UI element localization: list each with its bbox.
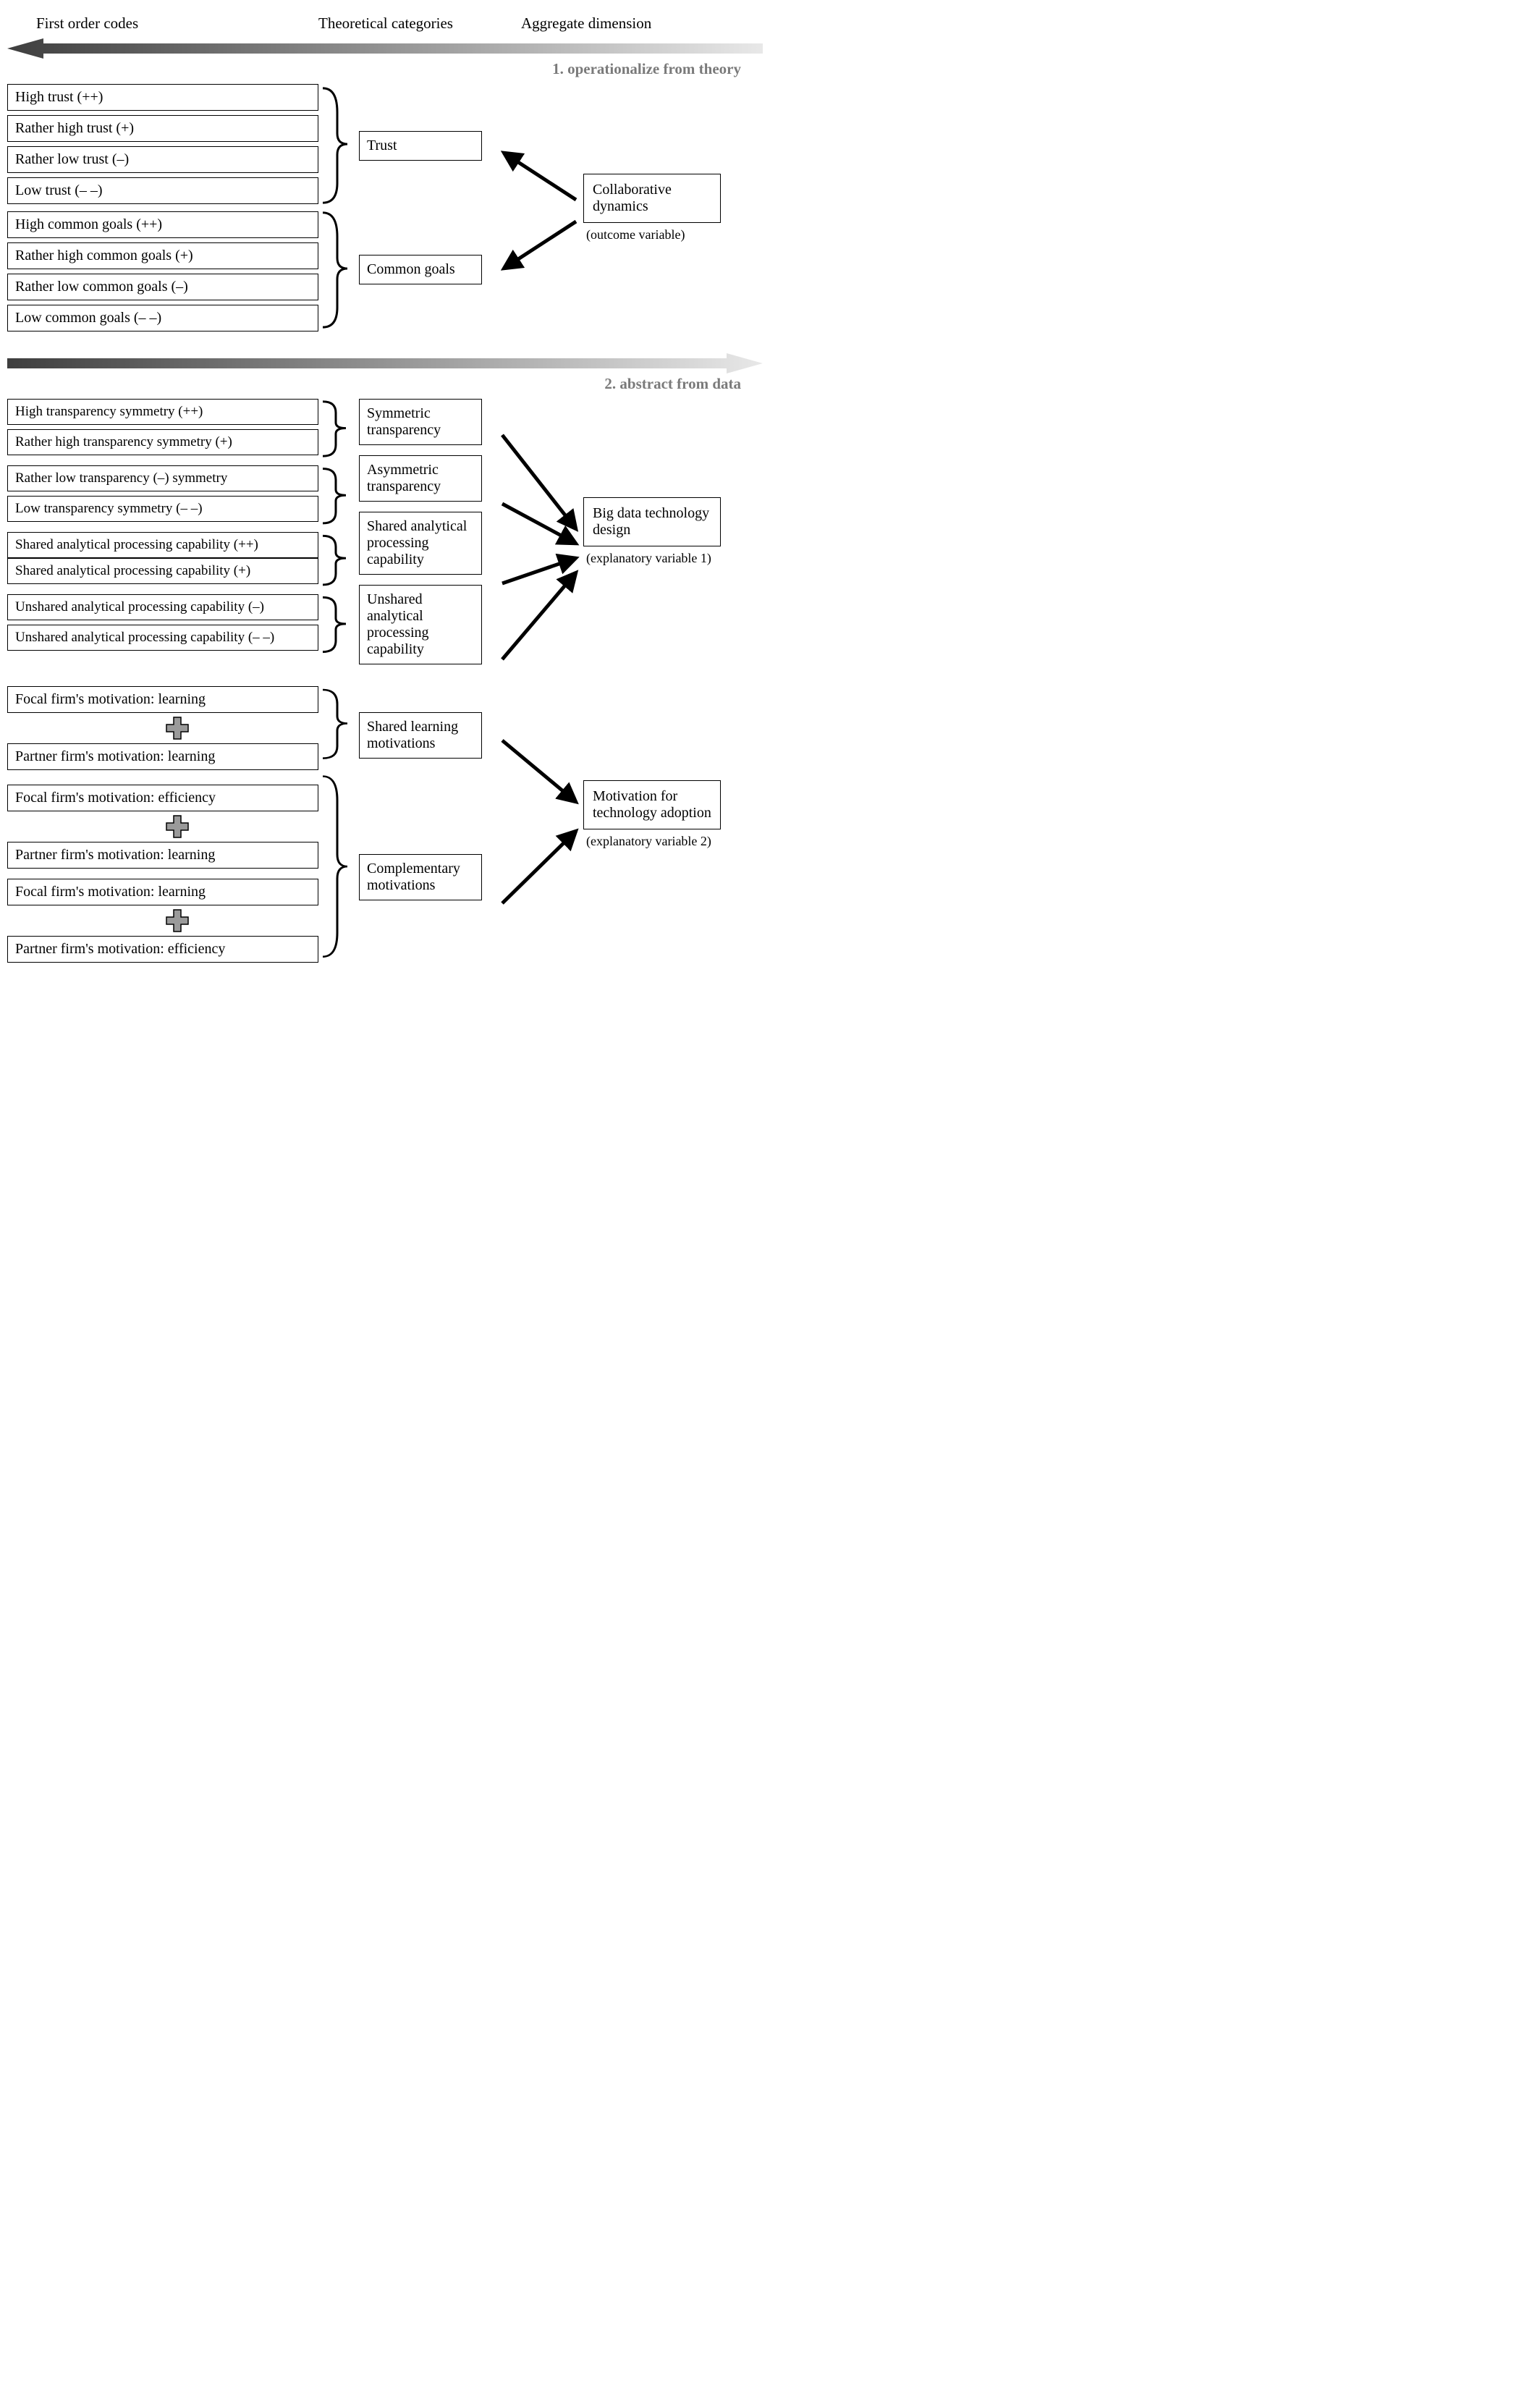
aggregate-sub: (explanatory variable 2) xyxy=(583,834,711,849)
aggregate-collaborative-dynamics: Collaborative dynamics xyxy=(583,174,721,223)
code-box: Low trust (– –) xyxy=(7,177,318,204)
code-box: Low transparency symmetry (– –) xyxy=(7,496,318,522)
code-box: Partner firm's motivation: learning xyxy=(7,842,318,869)
code-group-trust: High trust (++) Rather high trust (+) Ra… xyxy=(7,84,318,204)
code-box: Shared analytical processing capability … xyxy=(7,532,318,558)
code-group: Unshared analytical processing capabilit… xyxy=(7,594,318,651)
plus-icon xyxy=(7,814,318,839)
code-group: Focal firm's motivation: efficiency Part… xyxy=(7,785,318,963)
category-trust: Trust xyxy=(359,131,482,161)
code-box: Partner firm's motivation: efficiency xyxy=(7,936,318,963)
category-common-goals: Common goals xyxy=(359,255,482,284)
plus-icon xyxy=(7,716,318,740)
header-theoretical: Theoretical categories xyxy=(318,14,521,33)
aggregate-big-data: Big data technology design xyxy=(583,497,721,546)
arrow-col xyxy=(496,686,583,963)
code-box: Rather high trust (+) xyxy=(7,115,318,142)
category-box: Complementary motivations xyxy=(359,854,482,900)
arrow-col xyxy=(496,84,583,331)
code-box: High transparency symmetry (++) xyxy=(7,399,318,425)
header-aggregate: Aggregate dimension xyxy=(521,14,724,33)
code-box: Unshared analytical processing capabilit… xyxy=(7,625,318,651)
code-box: Focal firm's motivation: learning xyxy=(7,686,318,713)
code-box: Rather high transparency symmetry (+) xyxy=(7,429,318,455)
brace-col xyxy=(318,686,352,963)
section1: High trust (++) Rather high trust (+) Ra… xyxy=(7,84,763,331)
gradient-arrow-left xyxy=(7,38,763,56)
arrow-col xyxy=(496,399,583,664)
code-box: Focal firm's motivation: efficiency xyxy=(7,785,318,811)
code-box: High trust (++) xyxy=(7,84,318,111)
section2-label: 2. abstract from data xyxy=(7,375,763,393)
column-headers: First order codes Theoretical categories… xyxy=(7,14,763,33)
code-group-goals: High common goals (++) Rather high commo… xyxy=(7,211,318,331)
code-group: Rather low transparency (–) symmetry Low… xyxy=(7,465,318,522)
code-box: Rather high common goals (+) xyxy=(7,242,318,269)
code-group: Focal firm's motivation: learning Partne… xyxy=(7,686,318,770)
header-first-order: First order codes xyxy=(7,14,318,33)
brace-col xyxy=(318,84,352,331)
category-box: Unshared analytical processing capabilit… xyxy=(359,585,482,664)
code-group: High transparency symmetry (++) Rather h… xyxy=(7,399,318,455)
section2: High transparency symmetry (++) Rather h… xyxy=(7,399,763,664)
brace-col xyxy=(318,399,352,664)
category-box: Shared learning motivations xyxy=(359,712,482,759)
category-box: Shared analytical processing capability xyxy=(359,512,482,575)
code-box: Partner firm's motivation: learning xyxy=(7,743,318,770)
code-box: Rather low transparency (–) symmetry xyxy=(7,465,318,491)
code-group: Shared analytical processing capability … xyxy=(7,532,318,584)
category-box: Symmetric transparency xyxy=(359,399,482,445)
code-box: Focal firm's motivation: learning xyxy=(7,879,318,905)
code-box: Rather low trust (–) xyxy=(7,146,318,173)
section3: Focal firm's motivation: learning Partne… xyxy=(7,686,763,963)
code-box: High common goals (++) xyxy=(7,211,318,238)
code-box: Unshared analytical processing capabilit… xyxy=(7,594,318,620)
section1-label: 1. operationalize from theory xyxy=(7,60,763,78)
aggregate-sub: (explanatory variable 1) xyxy=(583,551,711,566)
code-box: Shared analytical processing capability … xyxy=(7,558,318,584)
code-box: Rather low common goals (–) xyxy=(7,274,318,300)
aggregate-motivation: Motivation for technology adoption xyxy=(583,780,721,829)
plus-icon xyxy=(7,908,318,933)
code-box: Low common goals (– –) xyxy=(7,305,318,331)
category-box: Asymmetric transparency xyxy=(359,455,482,502)
aggregate-sub: (outcome variable) xyxy=(583,227,685,242)
gradient-arrow-right xyxy=(7,353,763,371)
